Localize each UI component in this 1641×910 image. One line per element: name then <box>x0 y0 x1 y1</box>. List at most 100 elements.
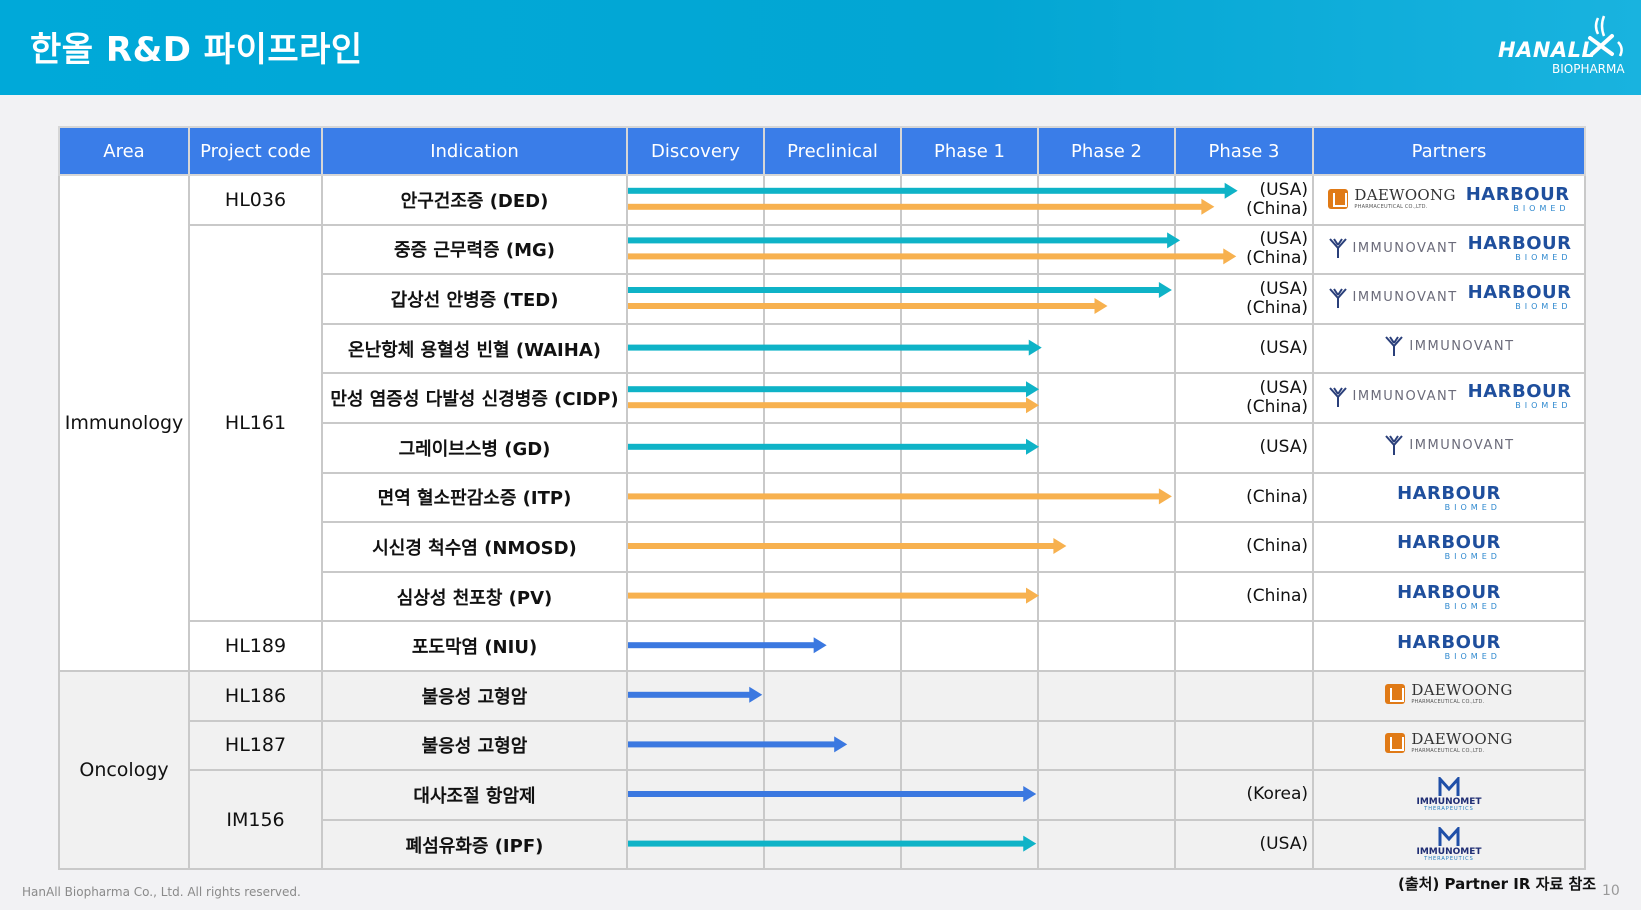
stage-cell-phase1 <box>900 669 1039 722</box>
partners-cell: IMMUNOVANT <box>1312 322 1586 375</box>
area-oncology: Oncology <box>58 669 190 871</box>
partners-cell: IMMUNOVANT HARBOUR BIOMED <box>1312 372 1586 424</box>
project-code: HL187 <box>188 719 323 772</box>
partners-cell: HARBOUR BIOMED <box>1312 471 1586 524</box>
stage-cell-phase2 <box>1037 322 1176 375</box>
region-cell <box>1174 620 1314 672</box>
stage-cell-phase2 <box>1037 372 1176 424</box>
daewoong-logo: DAEWOONG PHARMACEUTICAL CO.,LTD. <box>1385 682 1512 705</box>
region-label: (China) <box>1246 536 1308 557</box>
stage-cell-preclinical <box>763 223 902 276</box>
logo-word: HANALL <box>1498 38 1596 62</box>
stage-cell-discovery <box>626 521 765 573</box>
stage-cell-discovery <box>626 769 765 821</box>
partners-cell: DAEWOONG PHARMACEUTICAL CO.,LTD. <box>1312 669 1586 722</box>
logo-mark-icon <box>1588 15 1623 57</box>
stage-cell-discovery <box>626 223 765 276</box>
header-discovery: Discovery <box>626 126 765 176</box>
stage-cell-discovery <box>626 273 765 325</box>
stage-cell-preclinical <box>763 174 902 226</box>
indication-cell: 갑상선 안병증 (TED) <box>321 273 628 325</box>
indication-cell: 폐섬유화증 (IPF) <box>321 818 628 871</box>
region-cell: (USA) <box>1174 818 1314 871</box>
immunovant-name: IMMUNOVANT <box>1409 338 1515 354</box>
harbour-biomed-logo: HARBOUR BIOMED <box>1466 185 1570 213</box>
immunomet-name: IMMUNOMET <box>1416 847 1482 858</box>
harbour-biomed-logo: HARBOUR BIOMED <box>1468 383 1572 410</box>
stage-cell-preclinical <box>763 372 902 424</box>
region-cell: (USA) (China) <box>1174 273 1314 325</box>
header-indication: Indication <box>321 126 628 176</box>
region-cell: (USA) (China) <box>1174 372 1314 424</box>
region-cell: (China) <box>1174 521 1314 573</box>
partners-cell: HARBOUR BIOMED <box>1312 570 1586 623</box>
immunovant-name: IMMUNOVANT <box>1352 290 1458 306</box>
immunovant-logo: IMMUNOVANT <box>1383 335 1514 357</box>
partners-cell: IMMUNOVANT HARBOUR BIOMED <box>1312 223 1586 276</box>
stage-cell-phase2 <box>1037 421 1176 474</box>
harbour-sub: BIOMED <box>1444 502 1501 512</box>
region-label: (China) <box>1246 397 1308 418</box>
region-cell <box>1174 669 1314 722</box>
stage-cell-preclinical <box>763 570 902 623</box>
immunomet-logo: IMMUNOMET THERAPEUTICS <box>1417 777 1482 812</box>
harbour-name: HARBOUR <box>1397 582 1501 604</box>
immunovant-name: IMMUNOVANT <box>1409 437 1515 453</box>
table-row: 그레이브스병 (GD) (USA) IMMUNOVANT <box>59 421 1586 474</box>
stage-cell-preclinical <box>763 273 902 325</box>
daewoong-emblem-icon <box>1385 733 1406 754</box>
region-label: (USA) <box>1259 378 1308 399</box>
project-code: HL161 <box>188 223 323 623</box>
partner-logos: IMMUNOVANT <box>1383 335 1514 357</box>
daewoong-emblem-icon <box>1385 683 1406 704</box>
daewoong-emblem-icon <box>1328 189 1349 210</box>
region-label: (China) <box>1246 248 1308 269</box>
partners-cell: IMMUNOMET THERAPEUTICS <box>1312 818 1586 871</box>
table-row: IM156 대사조절 항암제 (Korea) IMMUNOMET THERAPEUTI… <box>59 769 1586 871</box>
harbour-name: HARBOUR <box>1397 532 1501 554</box>
indication-cell: 불응성 고형암 <box>321 669 628 722</box>
harbour-biomed-logo: HARBOUR BIOMED <box>1468 234 1572 262</box>
stage-cell-phase1 <box>900 521 1039 573</box>
stage-cell-phase2 <box>1037 669 1176 722</box>
daewoong-sub: PHARMACEUTICAL CO.,LTD. <box>1354 204 1428 211</box>
region-cell: (China) <box>1174 471 1314 524</box>
antibody-icon <box>1385 435 1404 456</box>
stage-cell-discovery <box>626 669 765 722</box>
partners-cell: HARBOUR BIOMED <box>1312 521 1586 573</box>
stage-cell-discovery <box>626 719 765 772</box>
harbour-sub: BIOMED <box>1444 602 1501 612</box>
stage-cell-discovery <box>626 620 765 672</box>
table-row: 만성 염증성 다발성 신경병증 (CIDP) (USA) (China) IMMUNO… <box>59 372 1586 424</box>
daewoong-name: DAEWOONG <box>1411 730 1513 749</box>
stage-cell-phase2 <box>1037 769 1176 821</box>
header-project-code: Project code <box>188 126 323 176</box>
stage-cell-phase2 <box>1037 620 1176 672</box>
immunovant-logo: IMMUNOVANT <box>1327 287 1458 309</box>
logo-sub: BIOPHARMA <box>1552 62 1625 76</box>
immunomet-sub: THERAPEUTICS <box>1424 806 1474 813</box>
header-area: Area <box>58 126 190 176</box>
stage-cell-preclinical <box>763 818 902 871</box>
partners-cell: IMMUNOVANT HARBOUR BIOMED <box>1312 273 1586 325</box>
partner-logos: IMMUNOVANT HARBOUR BIOMED <box>1327 234 1572 262</box>
partners-cell: DAEWOONG PHARMACEUTICAL CO.,LTD. HARBOUR BI… <box>1312 174 1586 226</box>
daewoong-sub: PHARMACEUTICAL CO.,LTD. <box>1411 698 1485 705</box>
immunomet-name: IMMUNOMET <box>1416 797 1482 808</box>
region-label: (USA) <box>1259 278 1308 299</box>
harbour-sub: BIOMED <box>1515 252 1572 262</box>
partner-logos: HARBOUR BIOMED <box>1397 534 1501 561</box>
region-cell: (China) <box>1174 570 1314 623</box>
immunomet-sub: THERAPEUTICS <box>1424 856 1474 863</box>
region-label: (USA) <box>1259 437 1308 458</box>
stage-cell-phase2 <box>1037 174 1176 226</box>
page-title: 한올 R&D 파이프라인 <box>30 30 363 70</box>
harbour-name: HARBOUR <box>1467 381 1572 403</box>
stage-cell-discovery <box>626 471 765 524</box>
table-row: 갑상선 안병증 (TED) (USA) (China) IMMUNOVANT HARBO… <box>59 273 1586 325</box>
stage-cell-discovery <box>626 322 765 375</box>
daewoong-wordmark: DAEWOONG PHARMACEUTICAL CO.,LTD. <box>1354 188 1455 210</box>
header-phase3: Phase 3 <box>1174 126 1314 176</box>
region-label: (China) <box>1246 198 1308 219</box>
project-code: HL189 <box>188 620 323 672</box>
